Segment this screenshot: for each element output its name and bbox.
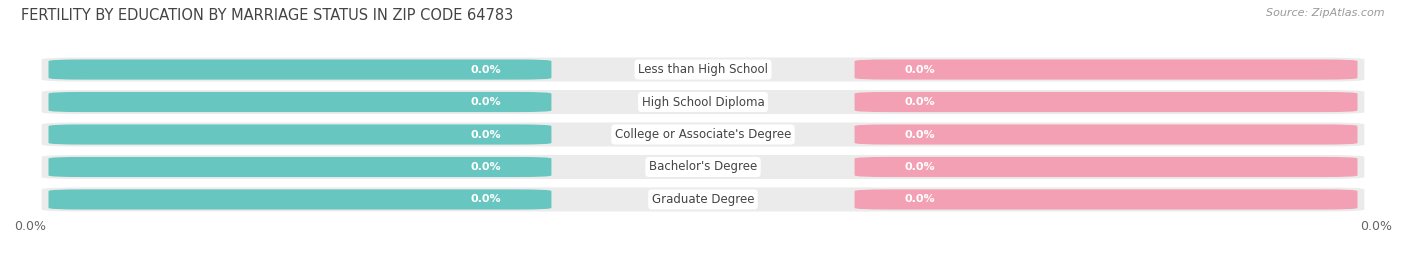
Text: College or Associate's Degree: College or Associate's Degree (614, 128, 792, 141)
FancyBboxPatch shape (48, 59, 551, 80)
FancyBboxPatch shape (42, 90, 1364, 114)
FancyBboxPatch shape (855, 59, 1358, 80)
Text: 0.0%: 0.0% (904, 97, 935, 107)
Text: 0.0%: 0.0% (1360, 220, 1392, 233)
FancyBboxPatch shape (855, 189, 1358, 210)
FancyBboxPatch shape (48, 189, 551, 210)
FancyBboxPatch shape (48, 125, 551, 144)
FancyBboxPatch shape (855, 157, 1358, 177)
Text: Source: ZipAtlas.com: Source: ZipAtlas.com (1267, 8, 1385, 18)
Text: 0.0%: 0.0% (904, 194, 935, 204)
Text: 0.0%: 0.0% (471, 129, 502, 140)
FancyBboxPatch shape (48, 157, 551, 177)
Text: 0.0%: 0.0% (471, 162, 502, 172)
FancyBboxPatch shape (42, 122, 1364, 147)
Text: 0.0%: 0.0% (471, 97, 502, 107)
Text: 0.0%: 0.0% (904, 129, 935, 140)
Text: FERTILITY BY EDUCATION BY MARRIAGE STATUS IN ZIP CODE 64783: FERTILITY BY EDUCATION BY MARRIAGE STATU… (21, 8, 513, 23)
Text: 0.0%: 0.0% (471, 65, 502, 75)
FancyBboxPatch shape (855, 92, 1358, 112)
FancyBboxPatch shape (48, 92, 551, 112)
Text: 0.0%: 0.0% (471, 194, 502, 204)
FancyBboxPatch shape (42, 58, 1364, 82)
FancyBboxPatch shape (42, 187, 1364, 211)
Text: 0.0%: 0.0% (904, 162, 935, 172)
Text: High School Diploma: High School Diploma (641, 95, 765, 108)
Text: 0.0%: 0.0% (14, 220, 46, 233)
Text: 0.0%: 0.0% (904, 65, 935, 75)
FancyBboxPatch shape (42, 155, 1364, 179)
Text: Graduate Degree: Graduate Degree (652, 193, 754, 206)
Text: Less than High School: Less than High School (638, 63, 768, 76)
FancyBboxPatch shape (855, 125, 1358, 144)
Text: Bachelor's Degree: Bachelor's Degree (650, 161, 756, 174)
